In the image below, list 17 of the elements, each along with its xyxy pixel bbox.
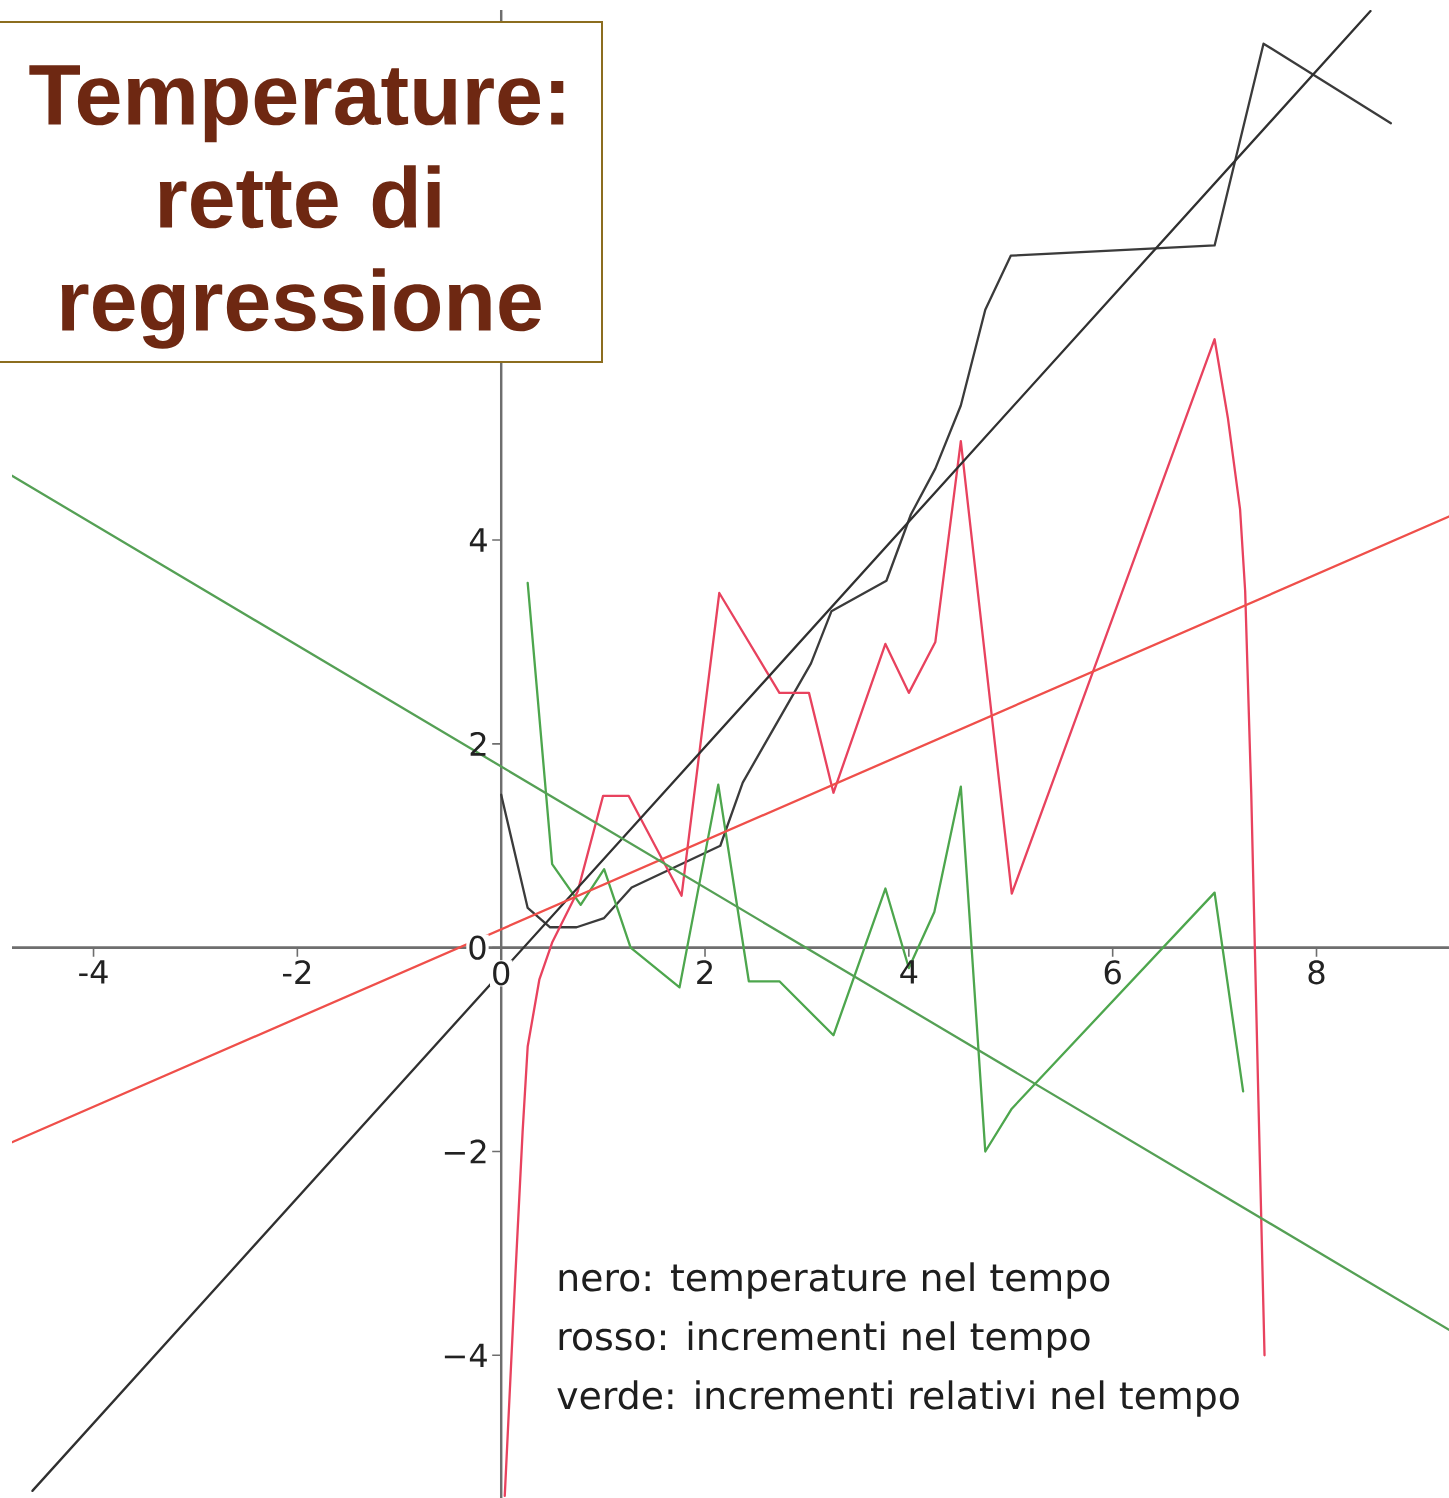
text: Temperature: rette di regressione (29, 65, 564, 349)
line-series (526, 581, 1245, 1153)
x-tick-label: -4 (79, 960, 108, 984)
x-tick-label: 2 (697, 960, 712, 984)
annotation: verde: incrementi relativi nel tempo (557, 1380, 1239, 1417)
x-tick-label: -2 (282, 960, 311, 984)
x-tick-label: 0 (493, 961, 510, 986)
x-tick-label: 8 (1308, 960, 1325, 985)
y-tick-label: 2 (470, 731, 486, 756)
y-tick-label: −4 (444, 1343, 487, 1367)
annotation: rosso: incrementi nel tempo (559, 1321, 1090, 1358)
x-tick-label: 4 (900, 960, 918, 984)
y-tick-label: 4 (469, 528, 487, 552)
y-tick-label: −2 (444, 1139, 486, 1164)
annotation: nero: temperature nel tempo (559, 1262, 1110, 1299)
x-tick-label: 6 (1104, 960, 1121, 985)
y-tick-label: 0 (469, 935, 486, 960)
